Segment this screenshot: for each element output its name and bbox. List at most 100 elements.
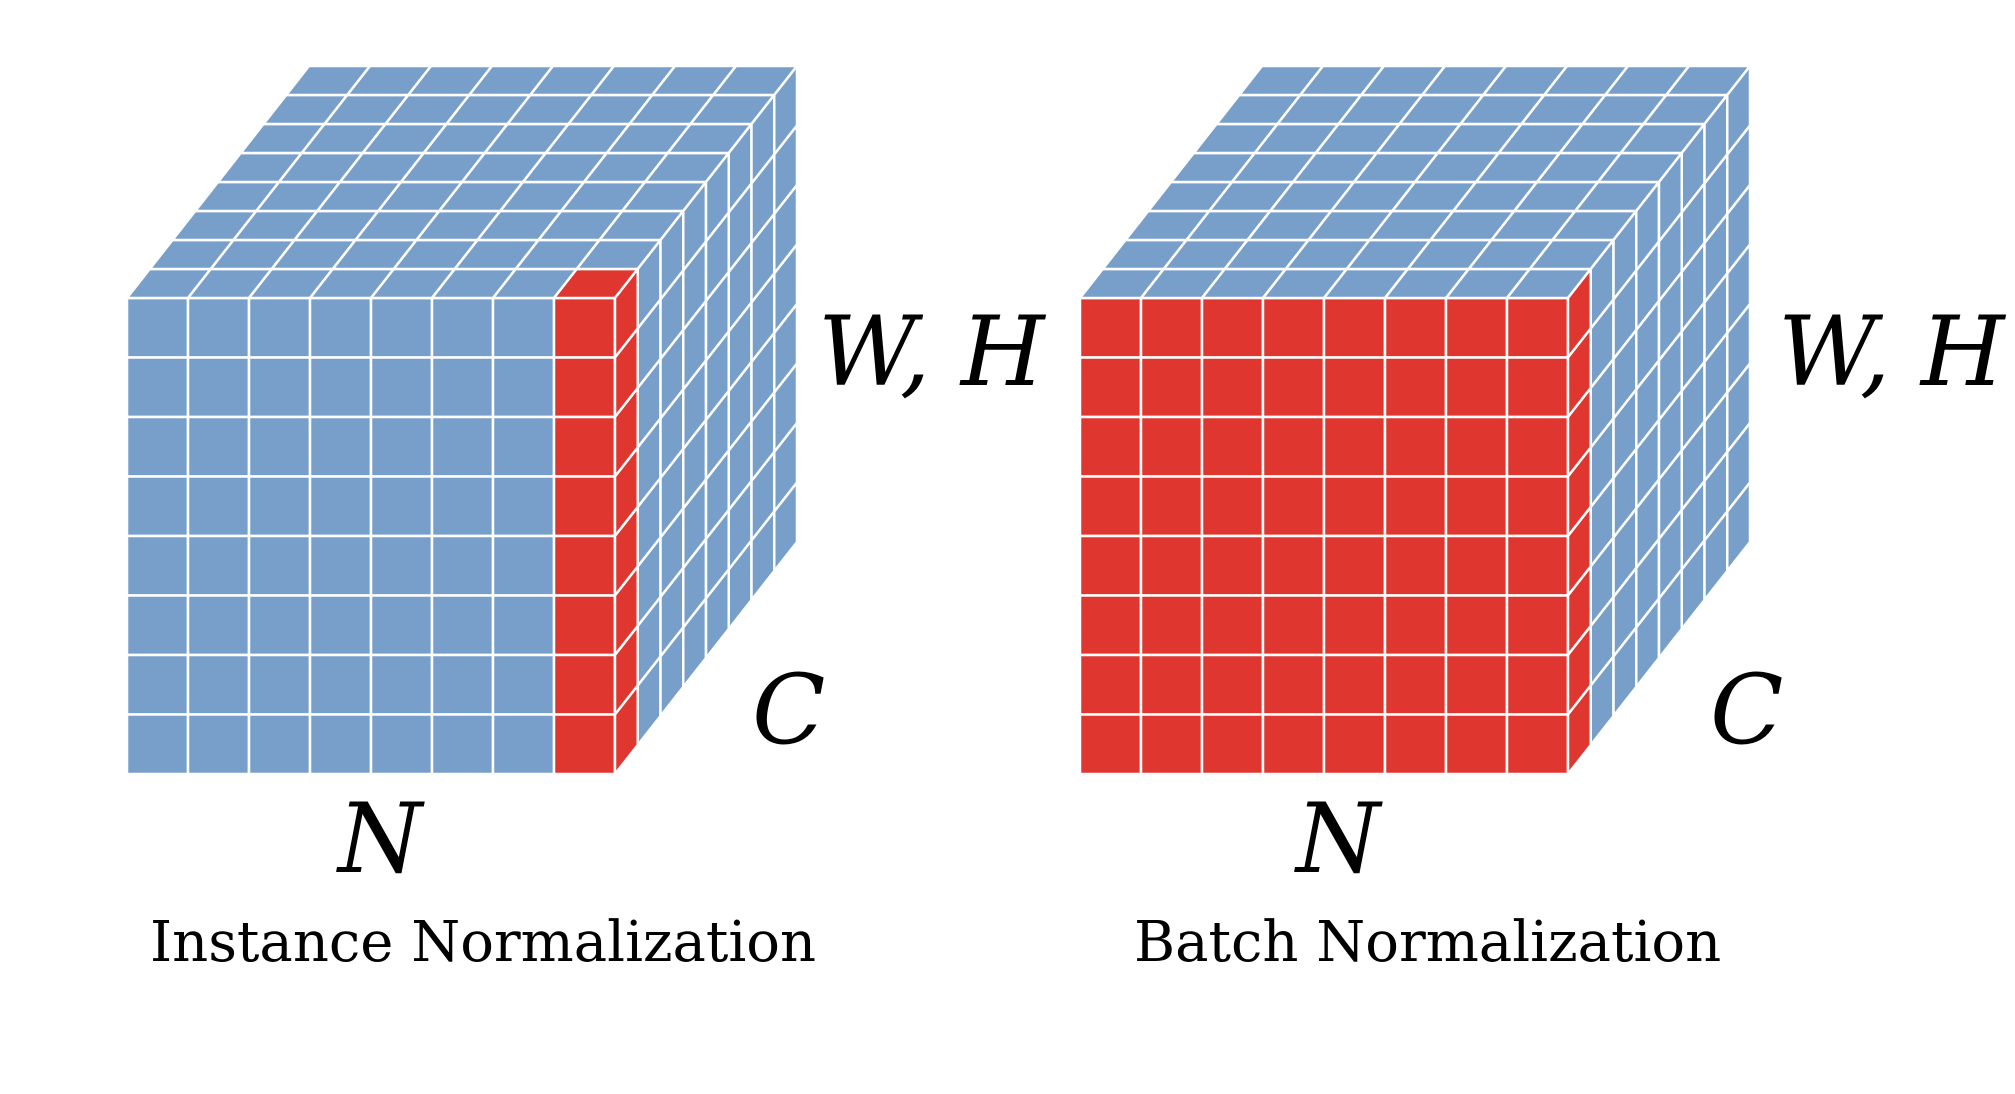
front-cell <box>1261 594 1326 657</box>
front-cell <box>1444 594 1509 657</box>
front-cell <box>1139 415 1204 478</box>
front-cell <box>1322 534 1387 597</box>
batch-normalization-panel: W, H C N Batch Normalization <box>1078 64 2007 975</box>
front-cell <box>1322 594 1387 657</box>
front-cell <box>1444 475 1509 538</box>
front-cell <box>1139 594 1204 657</box>
front-cell <box>430 534 495 597</box>
front-cell <box>125 296 190 359</box>
front-cell <box>125 653 190 716</box>
front-cell <box>430 475 495 538</box>
front-cell <box>491 713 556 776</box>
wh-axis-label: W, H <box>1778 296 2007 408</box>
front-cell <box>1322 356 1387 419</box>
front-cell <box>308 534 373 597</box>
front-cell <box>1383 356 1448 419</box>
instance-normalization-caption: Instance Normalization <box>150 910 816 975</box>
front-cell <box>552 653 617 716</box>
front-cell <box>1261 534 1326 597</box>
front-cell <box>247 594 312 657</box>
front-cell <box>308 296 373 359</box>
front-cell <box>1505 415 1570 478</box>
front-cell <box>1322 653 1387 716</box>
front-cell <box>125 713 190 776</box>
front-cell <box>1383 653 1448 716</box>
front-cell <box>491 415 556 478</box>
front-cell <box>369 296 434 359</box>
front-cell <box>369 534 434 597</box>
front-cell <box>186 415 251 478</box>
front-cell <box>1200 475 1265 538</box>
front-cell <box>1139 475 1204 538</box>
front-cell <box>552 534 617 597</box>
front-cell <box>186 475 251 538</box>
front-cell <box>247 653 312 716</box>
front-cell <box>1505 296 1570 359</box>
front-cell <box>1261 415 1326 478</box>
front-cell <box>247 534 312 597</box>
front-cell <box>430 296 495 359</box>
front-cell <box>1200 356 1265 419</box>
front-cell <box>1505 356 1570 419</box>
front-cell <box>1200 653 1265 716</box>
front-cell <box>1383 594 1448 657</box>
instance-normalization-cube <box>125 64 799 776</box>
front-cell <box>1261 653 1326 716</box>
front-cell <box>1139 653 1204 716</box>
front-cell <box>1505 594 1570 657</box>
front-cell <box>308 356 373 419</box>
front-cell <box>430 653 495 716</box>
front-cell <box>1444 415 1509 478</box>
front-cell <box>1505 534 1570 597</box>
front-cell <box>1200 415 1265 478</box>
front-cell <box>1261 296 1326 359</box>
front-cell <box>1261 356 1326 419</box>
front-cell <box>1261 475 1326 538</box>
front-cell <box>369 653 434 716</box>
front-cell <box>1261 713 1326 776</box>
front-cell <box>491 356 556 419</box>
front-cell <box>1383 415 1448 478</box>
front-cell <box>1139 296 1204 359</box>
front-cell <box>1078 653 1143 716</box>
n-axis-label: N <box>1294 783 1383 895</box>
wh-axis-label: W, H <box>818 296 1047 408</box>
front-cell <box>1383 713 1448 776</box>
front-cell <box>186 534 251 597</box>
front-cell <box>186 653 251 716</box>
front-cell <box>1078 296 1143 359</box>
batch-normalization-cube <box>1078 64 1752 776</box>
front-cell <box>1322 415 1387 478</box>
front-cell <box>247 475 312 538</box>
front-cell <box>308 594 373 657</box>
front-cell <box>430 415 495 478</box>
c-axis-label: C <box>752 654 825 766</box>
front-cell <box>1322 296 1387 359</box>
front-cell <box>1139 356 1204 419</box>
front-cell <box>1383 296 1448 359</box>
front-cell <box>125 415 190 478</box>
front-cell <box>1444 296 1509 359</box>
front-cell <box>125 594 190 657</box>
front-cell <box>1078 534 1143 597</box>
front-cell <box>491 296 556 359</box>
front-cell <box>369 475 434 538</box>
front-cell <box>308 653 373 716</box>
front-cell <box>186 594 251 657</box>
front-cell <box>1444 534 1509 597</box>
front-cell <box>1444 356 1509 419</box>
front-cell <box>1078 415 1143 478</box>
front-cell <box>430 356 495 419</box>
front-cell <box>369 415 434 478</box>
front-cell <box>369 594 434 657</box>
front-cell <box>552 475 617 538</box>
n-axis-label: N <box>336 783 425 895</box>
front-cell <box>186 713 251 776</box>
front-cell <box>125 475 190 538</box>
front-cell <box>1200 534 1265 597</box>
front-cell <box>186 356 251 419</box>
batch-normalization-caption: Batch Normalization <box>1134 910 1721 975</box>
front-cell <box>125 534 190 597</box>
front-cell <box>1139 534 1204 597</box>
